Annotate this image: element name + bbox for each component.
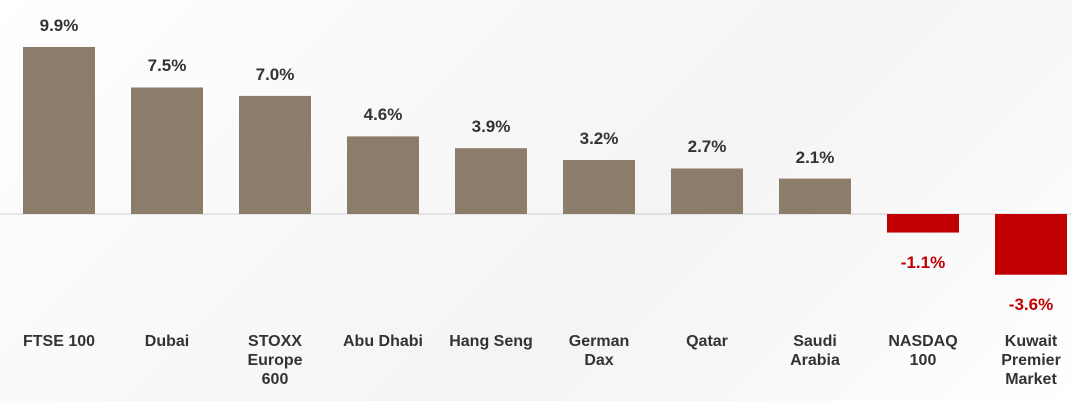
value-label: 7.5% <box>147 56 187 76</box>
value-label: 3.2% <box>579 129 619 149</box>
x-tick-label: FTSE 100 <box>22 333 96 350</box>
value-label: 2.7% <box>687 137 727 157</box>
x-tick-label: NASDAQ 100 <box>888 333 958 369</box>
value-label: 9.9% <box>39 16 79 35</box>
value-label: 4.6% <box>363 105 403 125</box>
bar <box>239 95 311 214</box>
bar <box>347 136 419 214</box>
value-label: -3.6% <box>1008 294 1054 314</box>
bar <box>779 178 851 214</box>
bar <box>995 214 1067 275</box>
x-tick-label: Saudi Arabia <box>790 333 840 369</box>
value-label: 2.1% <box>795 147 835 167</box>
bar <box>131 87 203 214</box>
bar <box>671 168 743 214</box>
bar <box>563 160 635 214</box>
x-tick-label: Hang Seng <box>449 333 533 350</box>
x-tick-label: Qatar <box>686 333 728 350</box>
value-label: 7.0% <box>255 64 295 84</box>
bar <box>455 148 527 214</box>
bar <box>23 47 95 214</box>
value-label: -1.1% <box>900 252 946 272</box>
x-tick-label: Abu Dhabi <box>343 333 423 350</box>
x-tick-label: Dubai <box>144 333 190 350</box>
x-tick-label: German Dax <box>568 333 630 369</box>
x-tick-label: Kuwait Premier Market <box>1001 333 1061 388</box>
value-label: 3.9% <box>471 117 511 137</box>
bar <box>887 214 959 233</box>
x-tick-label: STOXX Europe 600 <box>247 333 303 388</box>
